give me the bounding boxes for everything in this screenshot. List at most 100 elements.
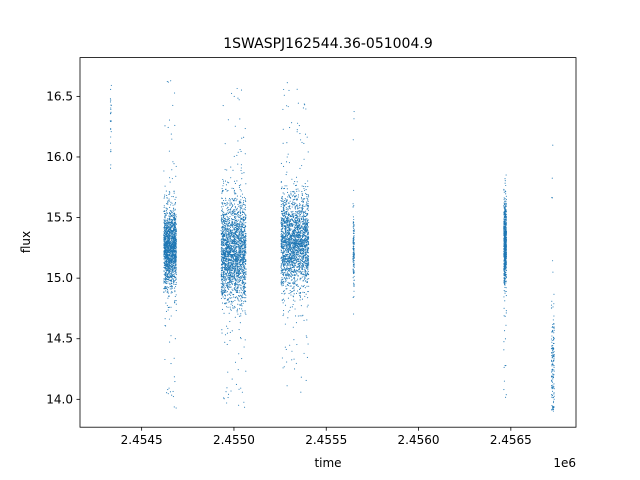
data-point [172,223,174,225]
data-point [226,261,228,263]
data-point [220,258,223,260]
data-point [221,208,223,210]
data-point [167,219,169,221]
data-point [220,206,223,208]
data-point [222,279,224,281]
data-point [239,264,241,266]
data-point [229,243,231,245]
data-point [230,206,232,208]
data-point [299,203,301,205]
data-point [299,248,301,250]
data-point [288,213,290,216]
data-point [240,277,242,279]
data-point [228,249,230,251]
data-point [237,229,239,231]
data-point [170,267,172,269]
data-point [175,407,177,409]
data-point [168,191,170,193]
data-point [222,222,224,224]
data-point [237,240,239,243]
data-point [243,286,245,288]
data-point [167,226,169,228]
data-point [245,234,247,237]
data-point [299,296,302,298]
data-point [166,246,168,248]
data-point [232,248,234,250]
data-point [238,246,240,248]
data-point [166,232,168,234]
data-point [245,235,247,237]
data-point [224,218,226,220]
data-point [237,297,239,299]
data-point [171,271,173,274]
data-point [174,245,176,247]
data-point [172,232,174,234]
data-point [223,272,225,274]
data-point [239,202,241,204]
data-point [229,281,231,283]
data-point [296,280,298,282]
data-point [295,270,298,272]
data-point [174,276,177,279]
data-point [228,182,230,184]
data-point [245,216,247,218]
data-point [244,200,246,202]
data-point [232,278,234,280]
data-point [232,213,234,215]
data-point [168,257,170,259]
data-point [287,257,289,259]
data-point [231,245,233,247]
data-point [237,236,239,238]
data-point [222,178,224,181]
data-point [230,272,233,274]
data-point [234,279,236,281]
data-point [282,201,284,203]
data-point [165,214,168,216]
data-point [285,348,287,351]
data-point [296,211,298,213]
data-point [224,278,226,280]
data-point [167,306,169,308]
data-point [234,361,237,363]
data-point [236,209,238,211]
data-point [166,212,168,214]
data-point [164,215,166,218]
data-point [235,216,237,218]
data-point [170,215,172,217]
data-point [229,203,231,205]
data-point [171,237,173,240]
data-point [221,290,223,292]
data-point [223,303,226,305]
data-point [245,370,247,372]
data-point [163,225,166,227]
data-point [168,262,171,264]
data-point [171,291,173,293]
data-point [283,258,285,260]
data-point [237,369,239,371]
data-point [299,292,301,294]
data-point [231,256,233,258]
data-point [167,268,169,270]
data-point [242,254,244,256]
data-point [175,282,177,284]
data-point [289,275,291,277]
data-point [230,268,232,270]
data-point [226,218,228,221]
data-point [235,280,237,282]
data-point [164,278,167,281]
data-point [236,283,238,285]
data-point [175,274,177,276]
data-point [299,231,302,233]
data-point [234,275,236,277]
data-point [238,276,240,278]
data-point [240,199,242,201]
data-point [167,290,169,292]
data-point [234,182,236,185]
data-point [224,255,226,257]
data-point [222,236,224,238]
data-point [165,273,167,275]
data-point [287,106,289,108]
data-point [242,257,244,259]
data-point [174,243,176,245]
data-point [167,393,169,395]
